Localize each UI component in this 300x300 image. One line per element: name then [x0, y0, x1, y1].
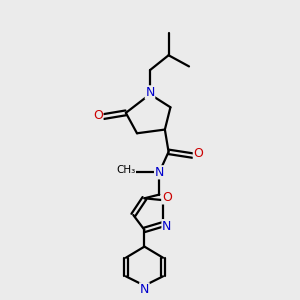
Text: N: N: [140, 283, 149, 296]
Text: N: N: [145, 86, 155, 99]
Text: N: N: [154, 166, 164, 179]
Text: O: O: [93, 109, 103, 122]
Text: CH₃: CH₃: [116, 164, 136, 175]
Text: N: N: [162, 220, 171, 233]
Text: O: O: [162, 191, 172, 204]
Text: O: O: [194, 147, 203, 160]
